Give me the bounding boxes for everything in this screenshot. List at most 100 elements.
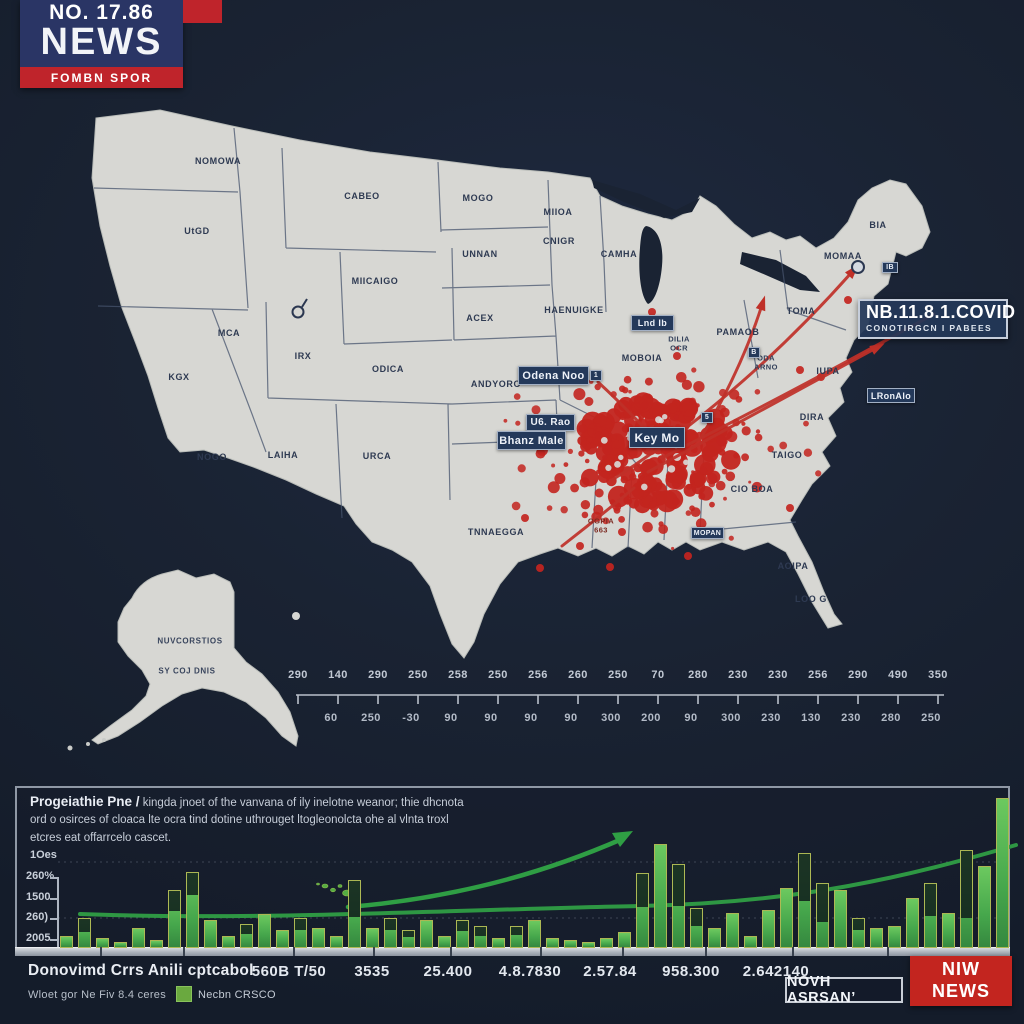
chart-bar bbox=[294, 918, 307, 948]
map-marker: 5 bbox=[701, 412, 713, 423]
scale-value-bottom: 90 bbox=[444, 712, 458, 724]
legend-swatch-label: Necbn CRSCO bbox=[198, 989, 276, 1001]
map-marker: IB bbox=[882, 262, 898, 273]
panel-paragraph: Progeiathie Pne / kingda jnoet of the va… bbox=[30, 792, 482, 847]
map-marker: B bbox=[748, 347, 760, 358]
chart-bar bbox=[600, 938, 613, 948]
chart-bar bbox=[384, 918, 397, 948]
scale-tick-line bbox=[296, 694, 944, 704]
map-marker: 1 bbox=[590, 370, 602, 381]
chart-bar-cap bbox=[457, 921, 468, 932]
chart-bar bbox=[762, 910, 775, 948]
scale-value-top: 350 bbox=[928, 669, 948, 681]
chart-bar bbox=[798, 853, 811, 948]
chart-bar bbox=[276, 930, 289, 948]
scale-value-top: 250 bbox=[488, 669, 508, 681]
map-callout: Key Mo bbox=[629, 427, 685, 448]
state-label: TNNAEGGA bbox=[467, 527, 525, 537]
chart-bar bbox=[816, 883, 829, 948]
chart-y-tick bbox=[50, 898, 57, 900]
track-divider bbox=[373, 947, 375, 956]
state-label: ACEX bbox=[466, 313, 494, 323]
scale-value-top: 230 bbox=[768, 669, 788, 681]
chart-bar bbox=[546, 938, 559, 948]
map-callout: LRonAlo bbox=[867, 388, 915, 403]
chart-bar bbox=[672, 864, 685, 948]
state-label: IUPA bbox=[816, 366, 840, 376]
chart-bar-cap bbox=[385, 919, 396, 931]
variant-title: NB.11.8.1.COVID bbox=[866, 302, 1016, 322]
chart-bar bbox=[924, 883, 937, 948]
chart-bar-cap bbox=[511, 927, 522, 935]
chart-bar-cap bbox=[925, 884, 936, 916]
alaska-label: NUVCORSTIOS bbox=[157, 636, 223, 646]
state-label: CAMHA bbox=[600, 249, 638, 259]
chart-bar bbox=[870, 928, 883, 948]
state-label: BIA bbox=[869, 220, 887, 230]
chart-bar bbox=[456, 920, 469, 948]
chart-bar bbox=[96, 938, 109, 948]
chart-bar bbox=[564, 940, 577, 948]
news-badge-line2: NEWS bbox=[932, 981, 990, 1001]
chart-bar-cap bbox=[349, 881, 360, 918]
legend-subtitle: Wloet gor Ne Fiv 8.4 ceres bbox=[28, 989, 167, 1001]
state-label: MCA bbox=[217, 328, 241, 338]
scale-value-bottom: 200 bbox=[641, 712, 661, 724]
variant-subtitle: CONOTIRGCN I PABEES bbox=[866, 322, 993, 333]
chart-y-label: 260) bbox=[26, 911, 49, 923]
state-label: AOIPA bbox=[777, 561, 809, 571]
scale-value-top: 256 bbox=[528, 669, 548, 681]
scale-value-top: 258 bbox=[448, 669, 468, 681]
state-label: TOMA bbox=[786, 306, 816, 316]
scale-value-top: 260 bbox=[568, 669, 588, 681]
map-callout: Odena Noo bbox=[518, 366, 589, 385]
scale-value-bottom: 230 bbox=[761, 712, 781, 724]
state-label: UtGD bbox=[184, 226, 210, 236]
chart-bar-cap bbox=[169, 891, 180, 911]
aleutian-islands bbox=[67, 612, 300, 751]
scale-value-top: 290 bbox=[368, 669, 388, 681]
chart-bar bbox=[204, 920, 217, 948]
chart-bar bbox=[132, 928, 145, 948]
scale-value-top: 290 bbox=[288, 669, 308, 681]
chart-bar bbox=[60, 936, 73, 948]
track-divider bbox=[792, 947, 794, 956]
state-label: TAIGO bbox=[771, 450, 803, 460]
scale-value-top: 256 bbox=[808, 669, 828, 681]
track-divider bbox=[293, 947, 295, 956]
state-label: IRX bbox=[294, 351, 312, 361]
chart-bar-cap bbox=[853, 919, 864, 931]
chart-bar-cap bbox=[79, 919, 90, 932]
track-divider bbox=[622, 947, 624, 956]
chart-y-label: 1500 bbox=[26, 891, 51, 903]
chart-y-axis bbox=[57, 877, 59, 949]
scale-value-bottom: 90 bbox=[684, 712, 698, 724]
footer-number: 560B T/50 bbox=[251, 963, 327, 980]
paragraph-lead: Progeiathie Pne / bbox=[30, 794, 140, 809]
logo-news-word: NEWS bbox=[40, 21, 163, 63]
chart-bar bbox=[186, 872, 199, 948]
state-label: KGX bbox=[168, 372, 190, 382]
state-label: LOO G bbox=[795, 594, 827, 604]
track-divider bbox=[450, 947, 452, 956]
x-axis-track bbox=[15, 947, 1010, 956]
scale-value-top: 250 bbox=[608, 669, 628, 681]
state-label-small: DILIA OCR bbox=[668, 334, 690, 353]
chart-bar bbox=[636, 873, 649, 948]
track-divider bbox=[183, 947, 185, 956]
chart-bar bbox=[330, 936, 343, 948]
chart-bar bbox=[312, 928, 325, 948]
chart-y-tick bbox=[50, 918, 57, 920]
state-label: MOGO bbox=[462, 193, 494, 203]
state-label: MIIOA bbox=[543, 207, 573, 217]
chart-y-tick bbox=[50, 939, 57, 941]
chart-bar bbox=[582, 942, 595, 948]
chart-bar-cap bbox=[961, 851, 972, 919]
track-divider bbox=[887, 947, 889, 956]
state-label: MIICAIGO bbox=[351, 276, 399, 286]
paragraph-body: kingda jnoet of the vanvana of ily inelo… bbox=[30, 797, 464, 844]
logo-number: NO. 17.86 bbox=[49, 1, 154, 24]
state-label: PAMAOB bbox=[716, 327, 760, 337]
chart-bar bbox=[942, 913, 955, 948]
